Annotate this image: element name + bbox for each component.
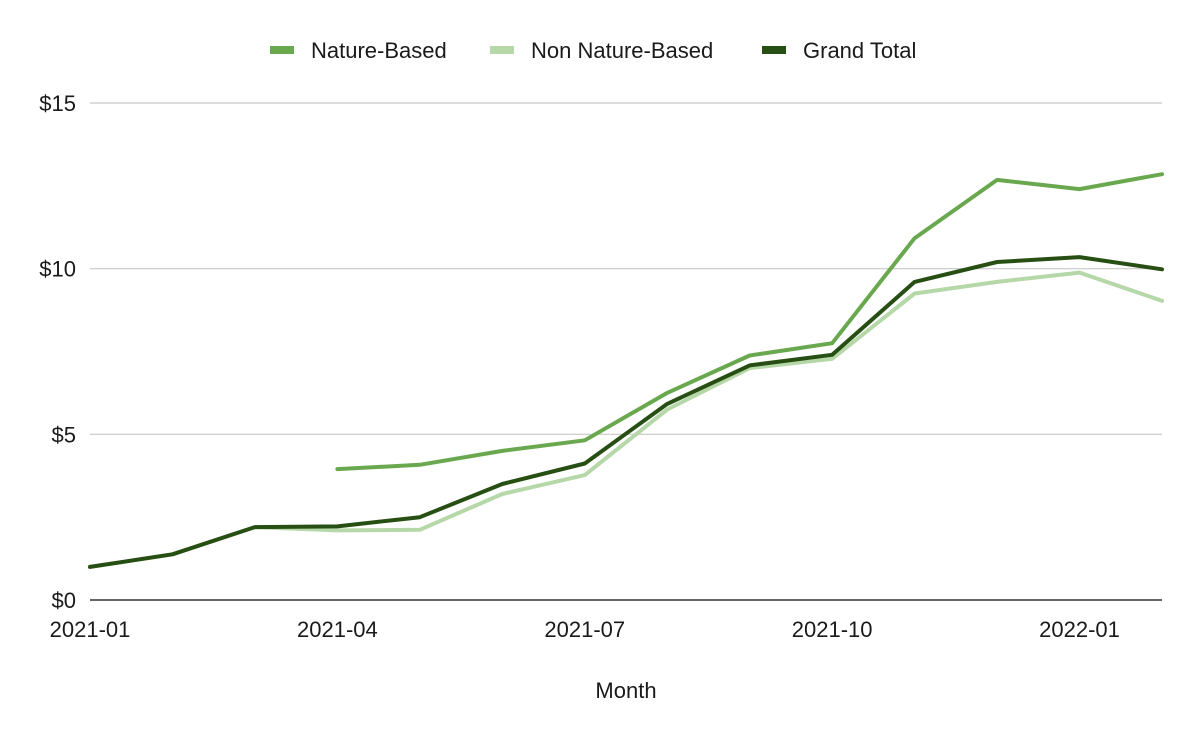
legend-swatch [270,46,294,54]
series-line-nature-based [335,172,1164,472]
y-axis-ticks: $0 $5 $10 $15 [39,91,76,613]
series-line-non-nature-based [88,270,1164,569]
series-lines [88,172,1164,569]
x-tick-label: 2021-10 [792,617,873,642]
legend-swatch [490,46,514,54]
y-tick-label: $15 [39,91,76,116]
gridlines [90,102,1162,601]
y-tick-label: $5 [52,422,76,447]
x-axis-ticks: 2021-01 2021-04 2021-07 2021-10 2022-01 [50,617,1120,642]
x-tick-label: 2021-07 [544,617,625,642]
legend-item-non-nature-based: Non Nature-Based [490,38,713,63]
y-tick-label: $0 [52,588,76,613]
legend-item-nature-based: Nature-Based [270,38,447,63]
series-line-grand-total [88,255,1164,569]
x-tick-label: 2022-01 [1039,617,1120,642]
legend-swatch [762,46,786,54]
x-axis-title: Month [595,678,656,703]
y-tick-label: $10 [39,257,76,282]
legend-label: Non Nature-Based [531,38,713,63]
x-tick-label: 2021-01 [50,617,131,642]
legend: Nature-Based Non Nature-Based Grand Total [270,38,916,63]
legend-label: Nature-Based [311,38,447,63]
legend-item-grand-total: Grand Total [762,38,916,63]
legend-label: Grand Total [803,38,916,63]
x-tick-label: 2021-04 [297,617,378,642]
